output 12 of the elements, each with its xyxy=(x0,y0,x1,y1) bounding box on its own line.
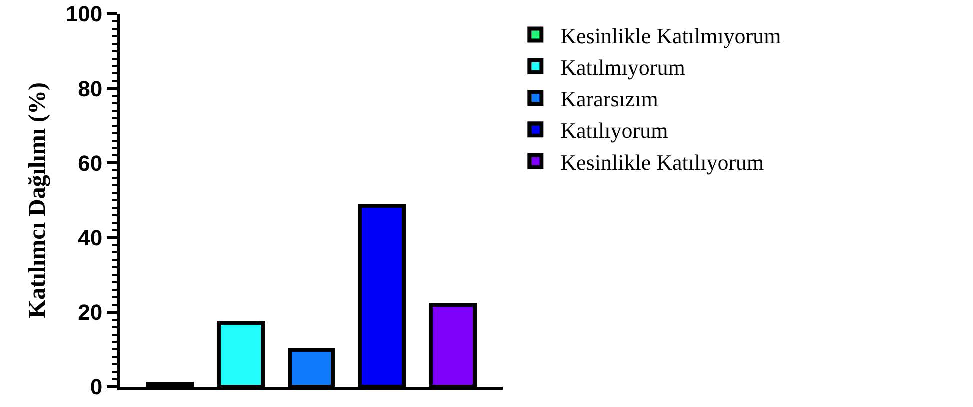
y-tick-label: 40 xyxy=(78,226,103,250)
y-tick-label: 0 xyxy=(90,374,103,400)
y-tick-label: 20 xyxy=(78,300,103,326)
legend-label: Kesinlikle Katılıyorum xyxy=(560,150,764,175)
y-tick-label: 60 xyxy=(78,150,103,176)
y-tick-label: 80 xyxy=(78,76,103,102)
legend-label: Kesinlikle Katılmıyorum xyxy=(560,23,782,48)
legend-label: Katılıyorum xyxy=(560,118,668,144)
y-axis-title: Katılımcı Dağılımı (%) xyxy=(24,82,51,318)
legend-label: Katılmıyorum xyxy=(560,54,686,80)
y-tick-label: 100 xyxy=(66,2,103,27)
legend-label: Kararsızım xyxy=(560,86,658,112)
